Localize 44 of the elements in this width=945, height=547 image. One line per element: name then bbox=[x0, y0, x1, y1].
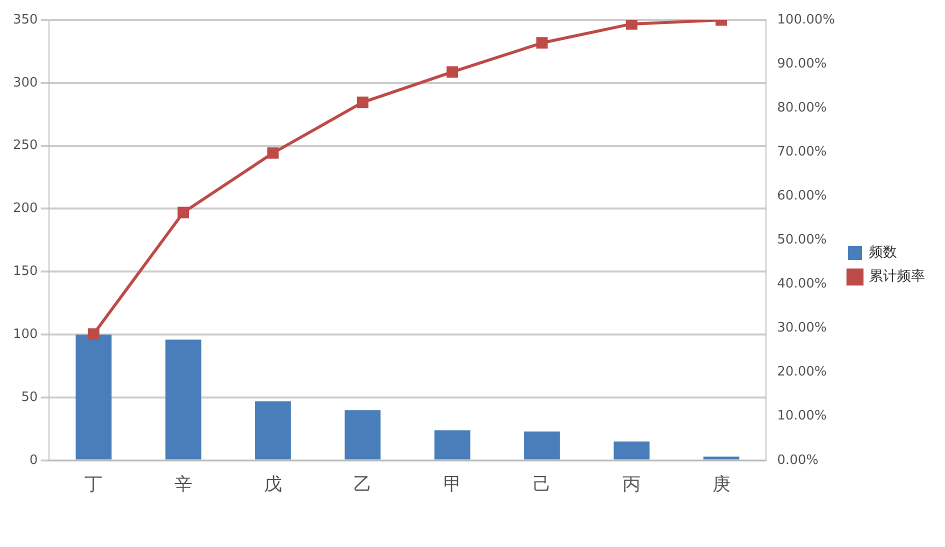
bar bbox=[344, 410, 381, 460]
x-tick-label: 乙 bbox=[354, 474, 372, 495]
point bbox=[446, 66, 458, 78]
y2-tick-label: 90.00% bbox=[777, 56, 827, 72]
y-tick-label: 250 bbox=[12, 138, 38, 154]
y-tick-label: 150 bbox=[12, 264, 38, 280]
y2-tick-label: 100.00% bbox=[777, 12, 836, 28]
point bbox=[536, 37, 548, 49]
y-tick-label: 0 bbox=[30, 452, 38, 468]
bar bbox=[165, 340, 202, 460]
point bbox=[88, 328, 100, 340]
x-tick-label: 己 bbox=[532, 474, 551, 495]
y2-tick-label: 40.00% bbox=[777, 276, 827, 292]
legend-label: 累计频率 bbox=[869, 268, 925, 285]
bar bbox=[76, 334, 112, 460]
y2-tick-label: 60.00% bbox=[777, 188, 827, 204]
x-tick-label: 辛 bbox=[174, 474, 192, 495]
bar bbox=[524, 431, 560, 460]
bar bbox=[434, 430, 470, 460]
y-tick-label: 350 bbox=[12, 12, 38, 28]
y2-tick-label: 20.00% bbox=[777, 364, 827, 380]
y2-tick-label: 50.00% bbox=[777, 232, 827, 248]
y2-tick-label: 80.00% bbox=[777, 100, 827, 116]
legend-label: 频数 bbox=[869, 244, 897, 261]
x-tick-label: 庚 bbox=[712, 474, 730, 495]
x-tick-label: 丁 bbox=[84, 474, 103, 495]
x-tick-label: 戊 bbox=[264, 474, 282, 495]
y-tick-label: 100 bbox=[12, 326, 38, 342]
point bbox=[626, 20, 638, 30]
point bbox=[178, 206, 190, 218]
y-tick-label: 300 bbox=[12, 75, 38, 90]
y2-tick-label: 70.00% bbox=[777, 144, 827, 160]
bar bbox=[255, 401, 291, 460]
x-tick-label: 丙 bbox=[622, 474, 641, 495]
y2-tick-label: 10.00% bbox=[777, 408, 827, 424]
point bbox=[267, 147, 279, 159]
bar bbox=[614, 442, 650, 460]
y2-tick-label: 0.00% bbox=[777, 452, 818, 468]
point bbox=[356, 96, 368, 108]
x-tick-label: 甲 bbox=[443, 474, 462, 495]
bar bbox=[703, 456, 740, 460]
y-tick-label: 50 bbox=[21, 390, 38, 405]
y2-tick-label: 30.00% bbox=[777, 320, 827, 336]
y-tick-label: 200 bbox=[12, 201, 38, 216]
